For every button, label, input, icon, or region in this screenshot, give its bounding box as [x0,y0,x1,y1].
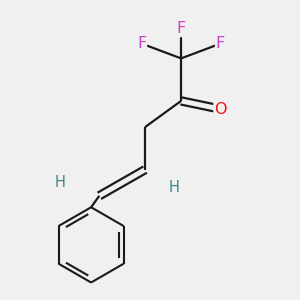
Text: F: F [176,22,186,37]
Text: F: F [137,36,146,51]
Text: H: H [55,175,65,190]
Text: O: O [214,102,226,117]
Text: F: F [216,36,225,51]
Text: H: H [169,180,180,195]
